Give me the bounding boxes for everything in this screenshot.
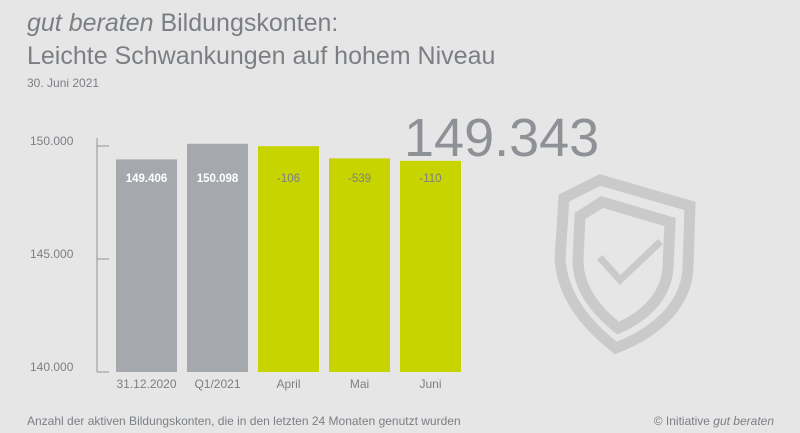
copyright-prefix: © Initiative — [653, 414, 714, 428]
shield-check-icon — [554, 174, 696, 355]
title-text: Bildungskonten: — [153, 9, 339, 37]
current-total-value: 149.343 — [404, 108, 600, 168]
x-tick-label: 31.12.2020 — [116, 377, 176, 391]
footnote: Anzahl der aktiven Bildungskonten, die i… — [27, 414, 461, 428]
x-tick-label: April — [276, 377, 300, 391]
date-label: 30. Juni 2021 — [27, 76, 100, 90]
bar-data-label: -539 — [348, 173, 371, 185]
y-tick-label: 140.000 — [30, 360, 74, 374]
bar-data-label: -110 — [419, 173, 441, 185]
x-tick-label: Mai — [350, 377, 369, 391]
x-tick-label: Q1/2021 — [194, 377, 240, 391]
y-tick-label: 145.000 — [30, 247, 74, 261]
copyright-brand: gut beraten — [713, 414, 774, 428]
y-tick-label: 150.000 — [30, 134, 74, 148]
bar-data-label: 150.098 — [197, 173, 239, 185]
bar — [258, 146, 319, 372]
bar-data-label: -106 — [277, 173, 300, 185]
x-tick-label: Juni — [419, 377, 441, 391]
bar — [329, 158, 390, 372]
title-brand: gut beraten — [27, 9, 154, 37]
bar-data-label: 149.406 — [126, 173, 168, 185]
copyright: © Initiative gut beraten — [654, 414, 774, 428]
bar — [116, 159, 177, 372]
bar — [187, 143, 248, 372]
bar — [400, 160, 461, 372]
page-subtitle: Leichte Schwankungen auf hohem Niveau — [27, 42, 496, 70]
page-title: gut beraten Bildungskonten: — [27, 8, 338, 38]
